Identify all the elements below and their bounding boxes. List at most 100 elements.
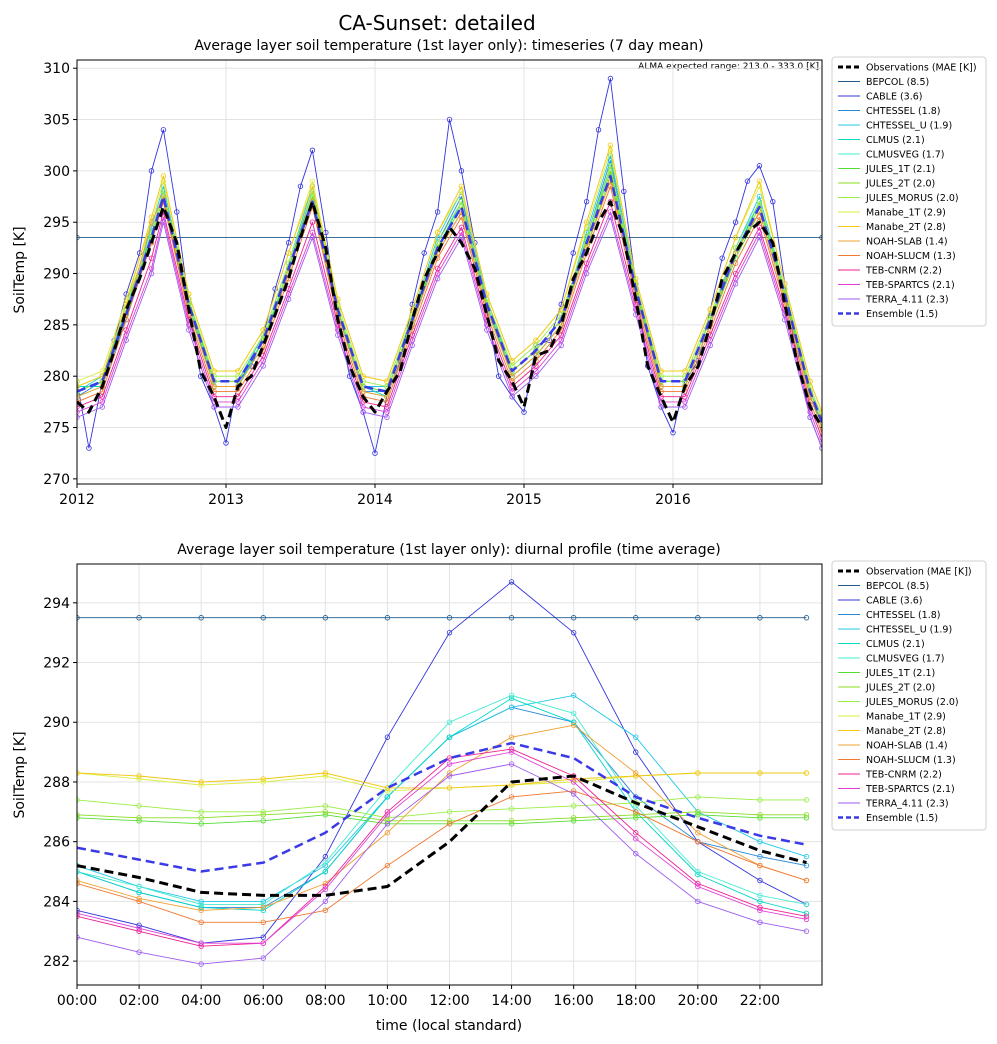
series-marker <box>508 734 515 740</box>
legend-box <box>831 56 987 327</box>
x-tick-label: 20:00 <box>678 993 718 1009</box>
series-line <box>77 78 822 454</box>
series-marker <box>260 363 266 369</box>
series-marker <box>803 615 810 621</box>
series-marker <box>136 815 142 821</box>
series-marker <box>570 722 577 728</box>
series-marker <box>756 198 763 205</box>
series-marker <box>136 928 142 934</box>
series-marker <box>136 776 142 782</box>
series-marker <box>260 818 266 824</box>
series-marker <box>235 399 241 405</box>
series-marker <box>757 877 763 884</box>
series-marker <box>322 862 329 869</box>
series-marker <box>160 127 167 133</box>
series-marker <box>77 234 80 241</box>
series-marker <box>198 919 204 925</box>
series-marker <box>446 734 453 740</box>
series-marker <box>384 812 391 818</box>
series-marker <box>322 886 329 893</box>
series-marker <box>285 296 292 302</box>
series-marker <box>695 883 701 890</box>
y-tick-label: 280 <box>43 369 70 385</box>
series-marker <box>803 770 810 776</box>
series-line <box>77 697 807 914</box>
series-marker <box>508 794 515 800</box>
series-marker <box>446 755 453 761</box>
series-marker <box>533 373 539 379</box>
series-marker <box>819 409 822 415</box>
series-line <box>77 200 822 429</box>
series-marker <box>732 219 739 225</box>
series-marker <box>384 734 391 740</box>
series-marker <box>732 260 739 266</box>
legend-label: JULES_2T (2.0) <box>865 179 935 190</box>
legend-label: TEB-CNRM (2.2) <box>865 266 942 277</box>
series-marker <box>99 399 106 405</box>
series-marker <box>322 898 329 905</box>
series-line <box>77 706 807 908</box>
series-marker <box>136 803 142 809</box>
series-marker <box>434 275 441 282</box>
series-marker <box>757 904 763 911</box>
series-marker <box>123 296 129 302</box>
series-marker <box>160 178 167 184</box>
y-tick-label: 284 <box>43 894 70 910</box>
timeseries-series <box>77 75 822 456</box>
diurnal-legend: Observation (MAE [K]) BEPCOL (8.5) CABLE (… <box>831 560 987 831</box>
y-tick-label: 275 <box>43 421 70 437</box>
x-tick-label: 2014 <box>357 492 393 508</box>
legend-label: TEB-SPARTCS (2.1) <box>865 280 955 291</box>
timeseries-grid <box>76 60 822 484</box>
series-marker <box>322 859 329 866</box>
series-marker <box>633 815 639 821</box>
series-marker <box>521 409 527 415</box>
series-marker <box>260 907 266 914</box>
series-marker <box>756 224 763 231</box>
series-line <box>77 751 807 944</box>
series-marker <box>260 809 266 815</box>
x-tick-label: 04:00 <box>181 993 221 1009</box>
diurnal-grid <box>76 564 822 985</box>
series-marker <box>583 198 590 205</box>
series-marker <box>458 234 465 241</box>
series-marker <box>384 794 391 800</box>
y-tick-label: 290 <box>43 715 70 731</box>
series-marker <box>508 692 515 699</box>
series-marker <box>148 265 155 272</box>
series-marker <box>756 234 763 241</box>
legend-label: TEB-SPARTCS (2.1) <box>865 784 955 795</box>
series-marker <box>757 919 763 925</box>
series-marker <box>198 907 204 914</box>
series-marker <box>77 797 80 803</box>
series-marker <box>260 615 266 621</box>
series-marker <box>633 830 639 836</box>
series-marker <box>757 892 763 899</box>
series-marker <box>458 214 465 220</box>
series-marker <box>732 234 739 241</box>
series-marker <box>570 803 577 809</box>
y-tick-label: 310 <box>43 61 70 77</box>
series-marker <box>148 219 155 225</box>
series-marker <box>495 373 502 379</box>
series-marker <box>384 404 390 410</box>
y-tick-label: 295 <box>43 215 70 231</box>
series-marker <box>434 240 441 246</box>
legend-label: CHTESSEL_U (1.9) <box>866 121 952 132</box>
series-marker <box>757 815 763 821</box>
series-marker <box>695 794 701 800</box>
y-tick-label: 270 <box>43 472 70 488</box>
series-marker <box>160 219 167 225</box>
series-marker <box>633 809 639 815</box>
series-marker <box>434 265 441 272</box>
series-marker <box>757 862 763 869</box>
diurnal-title: Average layer soil temperature (1st laye… <box>177 542 720 558</box>
series-marker <box>803 815 810 821</box>
series-marker <box>695 868 701 875</box>
series-marker <box>77 934 80 940</box>
series-marker <box>136 949 142 955</box>
series-marker <box>446 770 453 776</box>
series-marker <box>309 219 316 225</box>
series-marker <box>570 719 577 725</box>
series-marker <box>803 877 810 884</box>
